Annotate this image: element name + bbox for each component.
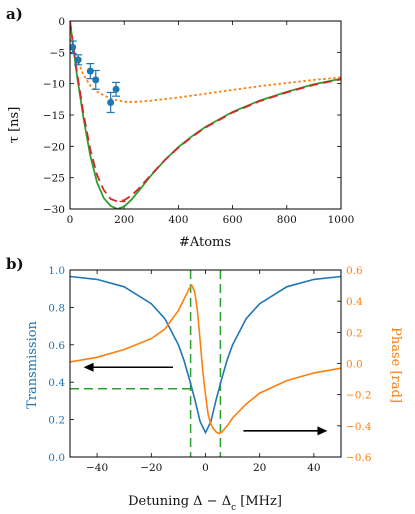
data-point bbox=[86, 67, 94, 75]
y-tick-label: −15 bbox=[43, 110, 65, 122]
x-tick-label: 0 bbox=[202, 462, 209, 474]
series-line-1 bbox=[70, 21, 341, 203]
series-line-0 bbox=[70, 21, 341, 209]
x-tick-label: 0 bbox=[67, 214, 74, 226]
y2-tick-label: 0.2 bbox=[346, 327, 363, 339]
series-line-2 bbox=[70, 33, 341, 103]
y-tick-label: 0.6 bbox=[48, 340, 65, 352]
x-tick-label: 1000 bbox=[328, 214, 355, 226]
panel-a-data bbox=[70, 21, 341, 209]
x-tick-label: 400 bbox=[168, 214, 188, 226]
x-tick-label: 600 bbox=[223, 214, 243, 226]
panel-a-label: a) bbox=[6, 5, 23, 23]
y-tick-label: 0.8 bbox=[48, 302, 65, 314]
x-tick-label: 20 bbox=[253, 462, 266, 474]
panel-b-plot: −40 −20 0 20 40 0.0 0.2 0.4 0.6 0.8 1.0 −0.6 −0.4 −0.… bbox=[48, 265, 372, 474]
y-tick-label: 0 bbox=[58, 16, 65, 28]
y-tick-label: 1.0 bbox=[48, 265, 65, 277]
y2-tick-label: −0.6 bbox=[346, 452, 372, 464]
panel-b-xlabel: Detuning Δ − Δc [MHz] bbox=[128, 494, 282, 513]
panel-b-frame bbox=[69, 269, 342, 458]
phase-line bbox=[70, 284, 341, 435]
panel-b-ylabel-left: Transmission bbox=[25, 320, 40, 408]
panel-b-label: b) bbox=[6, 255, 24, 273]
y-tick-label: −5 bbox=[50, 47, 65, 59]
y-tick-label: 0.2 bbox=[48, 415, 65, 427]
x-tick-label: −20 bbox=[140, 462, 162, 474]
transmission-line bbox=[70, 275, 341, 435]
y2-tick-label: 0.4 bbox=[346, 296, 363, 308]
y2-tick-label: −0.2 bbox=[346, 390, 372, 402]
arrow-head bbox=[317, 426, 328, 436]
panel-a-xlabel: #Atoms bbox=[179, 235, 231, 250]
y2-tick-label: 0.0 bbox=[346, 359, 363, 371]
arrow-head bbox=[83, 362, 94, 372]
y-tick-label: −30 bbox=[43, 204, 65, 216]
y2-tick-label: −0.4 bbox=[346, 421, 372, 433]
panel-b-data bbox=[70, 270, 341, 457]
x-tick-label: 800 bbox=[277, 214, 297, 226]
panel-a-plot: 0 200 400 600 800 1000 0 −5 −10 −15 −20 −25 −30 bbox=[43, 16, 355, 226]
y-tick-label: −10 bbox=[43, 79, 65, 91]
panel-a-frame bbox=[69, 20, 342, 210]
x-tick-label: 200 bbox=[114, 214, 134, 226]
x-tick-label: −40 bbox=[86, 462, 108, 474]
data-point bbox=[74, 56, 82, 64]
data-point bbox=[92, 76, 100, 84]
y-tick-label: 0.4 bbox=[48, 377, 65, 389]
data-point bbox=[112, 85, 120, 93]
y2-tick-label: 0.6 bbox=[346, 265, 363, 277]
y-tick-label: −20 bbox=[43, 141, 65, 153]
data-point bbox=[107, 98, 115, 106]
y-tick-label: 0.0 bbox=[48, 452, 65, 464]
y-tick-label: −25 bbox=[43, 173, 65, 185]
panel-b-ylabel-right: Phase [rad] bbox=[388, 327, 403, 403]
data-point bbox=[70, 43, 77, 51]
panel-a-ylabel: τ [ns] bbox=[7, 107, 22, 144]
x-tick-label: 40 bbox=[307, 462, 320, 474]
